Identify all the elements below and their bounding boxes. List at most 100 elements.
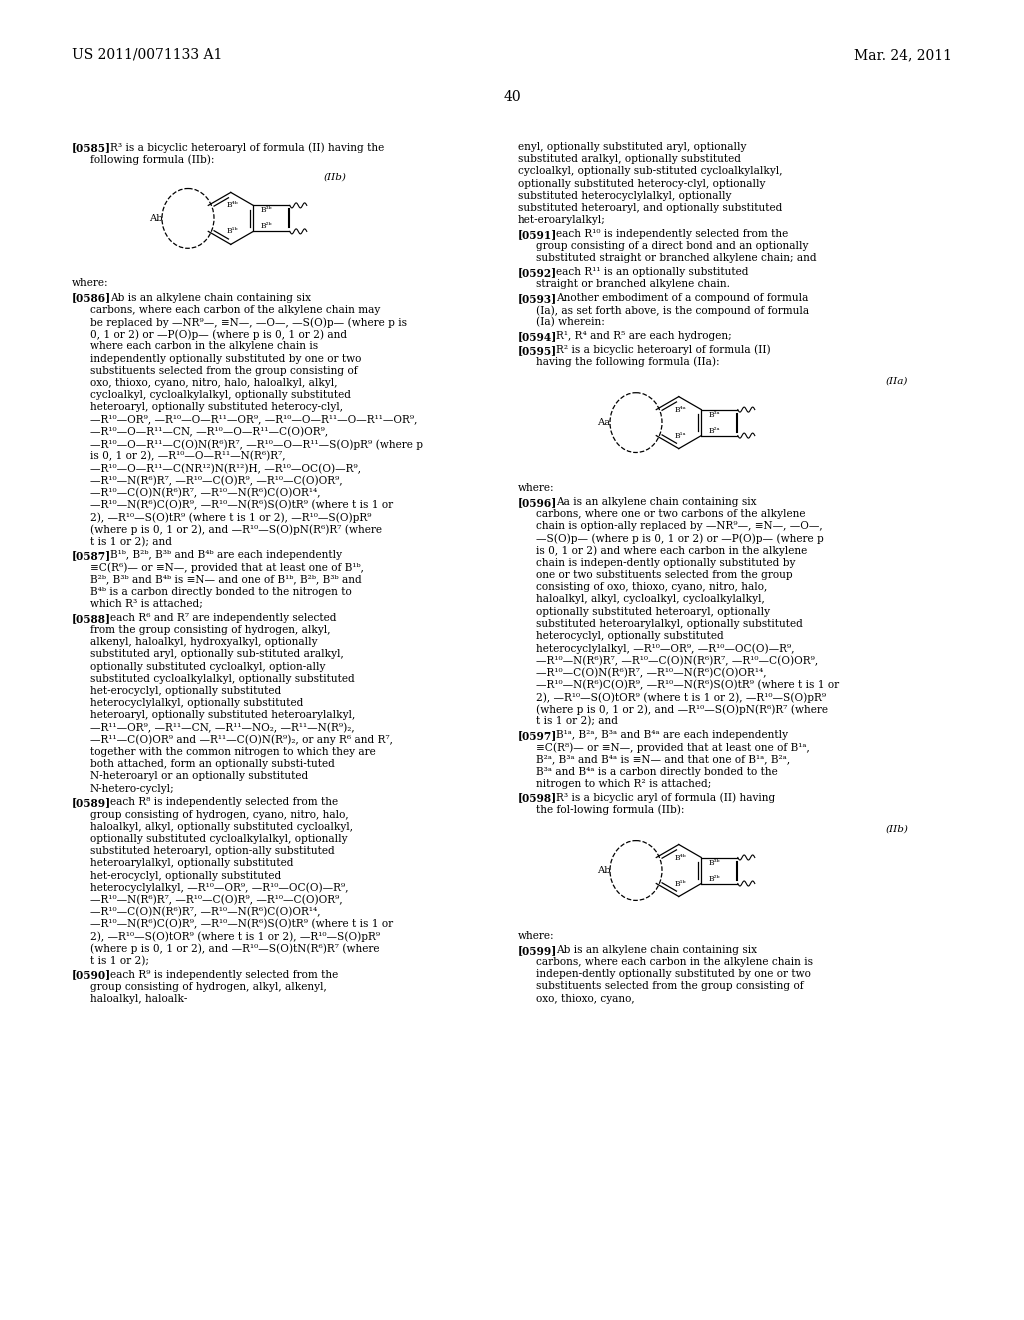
Text: substituted straight or branched alkylene chain; and: substituted straight or branched alkylen… [536, 253, 816, 263]
Text: B¹ᵇ: B¹ᵇ [675, 879, 687, 887]
Text: group consisting of hydrogen, cyano, nitro, halo,: group consisting of hydrogen, cyano, nit… [90, 809, 348, 820]
Text: alkenyl, haloalkyl, hydroxyalkyl, optionally: alkenyl, haloalkyl, hydroxyalkyl, option… [90, 638, 317, 647]
Text: carbons, where each carbon in the alkylene chain is: carbons, where each carbon in the alkyle… [536, 957, 813, 968]
Text: heteroaryl, optionally substituted heterocy­clyl,: heteroaryl, optionally substituted heter… [90, 403, 343, 412]
Text: heterocyclylalkyl, —R¹⁰—OR⁹, —R¹⁰—OC(O)—R⁹,: heterocyclylalkyl, —R¹⁰—OR⁹, —R¹⁰—OC(O)—… [90, 883, 348, 894]
Text: [0591]: [0591] [518, 228, 557, 240]
Text: be replaced by —NR⁹—, ≡N—, —O—, —S(O)p— (where p is: be replaced by —NR⁹—, ≡N—, —O—, —S(O)p— … [90, 317, 407, 327]
Text: is 0, 1 or 2), —R¹⁰—O—R¹¹—N(R⁶)R⁷,: is 0, 1 or 2), —R¹⁰—O—R¹¹—N(R⁶)R⁷, [90, 451, 286, 462]
Text: —R¹⁰—N(R⁶)R⁷, —R¹⁰—C(O)R⁹, —R¹⁰—C(O)OR⁹,: —R¹⁰—N(R⁶)R⁷, —R¹⁰—C(O)R⁹, —R¹⁰—C(O)OR⁹, [90, 895, 343, 906]
Text: —R¹⁰—O—R¹¹—C(O)N(R⁶)R⁷, —R¹⁰—O—R¹¹—S(O)pR⁹ (where p: —R¹⁰—O—R¹¹—C(O)N(R⁶)R⁷, —R¹⁰—O—R¹¹—S(O)p… [90, 440, 423, 450]
Text: oxo, thioxo, cyano,: oxo, thioxo, cyano, [536, 994, 635, 1003]
Text: (where p is 0, 1 or 2), and —R¹⁰—S(O)pN(R⁶)R⁷ (where: (where p is 0, 1 or 2), and —R¹⁰—S(O)pN(… [536, 704, 828, 714]
Text: B¹ᵃ, B²ᵃ, B³ᵃ and B⁴ᵃ are each independently: B¹ᵃ, B²ᵃ, B³ᵃ and B⁴ᵃ are each independe… [556, 730, 788, 741]
Text: heterocyclylalkyl, —R¹⁰—OR⁹, —R¹⁰—OC(O)—R⁹,: heterocyclylalkyl, —R¹⁰—OR⁹, —R¹⁰—OC(O)—… [536, 643, 795, 653]
Text: substituted heteroaryl, option­ally substituted: substituted heteroaryl, option­ally subs… [90, 846, 335, 857]
Text: where each carbon in the alkylene chain is: where each carbon in the alkylene chain … [90, 342, 318, 351]
Text: [0588]: [0588] [72, 612, 112, 624]
Text: [0594]: [0594] [518, 331, 557, 342]
Text: [0590]: [0590] [72, 970, 112, 981]
Text: het­erocyclyl, optionally substituted: het­erocyclyl, optionally substituted [90, 686, 282, 696]
Text: optionally substituted heterocy­clyl, optionally: optionally substituted heterocy­clyl, op… [518, 178, 765, 189]
Text: B²ᵇ: B²ᵇ [260, 222, 272, 231]
Text: straight or branched alkylene chain.: straight or branched alkylene chain. [536, 280, 730, 289]
Text: haloalkyl, alkyl, optionally substituted cycloalkyl,: haloalkyl, alkyl, optionally substituted… [90, 822, 353, 832]
Text: Mar. 24, 2011: Mar. 24, 2011 [854, 48, 952, 62]
Text: —R¹⁰—N(R⁶)R⁷, —R¹⁰—C(O)N(R⁶)R⁷, —R¹⁰—C(O)OR⁹,: —R¹⁰—N(R⁶)R⁷, —R¹⁰—C(O)N(R⁶)R⁷, —R¹⁰—C(O… [536, 656, 818, 665]
Text: [0586]: [0586] [72, 293, 112, 304]
Text: 2), —R¹⁰—S(O)tOR⁹ (where t is 1 or 2), —R¹⁰—S(O)pR⁹: 2), —R¹⁰—S(O)tOR⁹ (where t is 1 or 2), —… [90, 932, 380, 942]
Text: cycloalkyl, optionally sub­stituted cycloalkylalkyl,: cycloalkyl, optionally sub­stituted cycl… [518, 166, 782, 177]
Text: chain is option­ally replaced by —NR⁹—, ≡N—, —O—,: chain is option­ally replaced by —NR⁹—, … [536, 521, 822, 531]
Text: one or two substituents selected from the group: one or two substituents selected from th… [536, 570, 793, 579]
Text: B⁴ᵇ: B⁴ᵇ [675, 854, 687, 862]
Text: Another embodiment of a compound of formula: Another embodiment of a compound of form… [556, 293, 808, 302]
Text: where:: where: [518, 931, 555, 941]
Text: Ab is an alkylene chain containing six: Ab is an alkylene chain containing six [110, 293, 311, 302]
Text: —S(O)p— (where p is 0, 1 or 2) or —P(O)p— (where p: —S(O)p— (where p is 0, 1 or 2) or —P(O)p… [536, 533, 823, 544]
Text: carbons, where one or two carbons of the alkylene: carbons, where one or two carbons of the… [536, 510, 806, 519]
Text: where:: where: [518, 483, 555, 492]
Text: t is 1 or 2);: t is 1 or 2); [90, 956, 148, 966]
Text: substituents selected from the group consisting of: substituents selected from the group con… [536, 981, 804, 991]
Text: each R¹¹ is an optionally substituted: each R¹¹ is an optionally substituted [556, 267, 749, 277]
Text: (IIa): (IIa) [886, 376, 908, 385]
Text: —R¹⁰—N(R⁶)C(O)R⁹, —R¹⁰—N(R⁶)S(O)tR⁹ (where t is 1 or: —R¹⁰—N(R⁶)C(O)R⁹, —R¹⁰—N(R⁶)S(O)tR⁹ (whe… [90, 500, 393, 511]
Text: carbons, where each carbon of the alkylene chain may: carbons, where each carbon of the alkyle… [90, 305, 380, 314]
Text: substituents selected from the group consisting of: substituents selected from the group con… [90, 366, 357, 376]
Text: consisting of oxo, thioxo, cyano, nitro, halo,: consisting of oxo, thioxo, cyano, nitro,… [536, 582, 767, 593]
Text: (Ia), as set forth above, is the compound of formula: (Ia), as set forth above, is the compoun… [536, 305, 809, 315]
Text: (where p is 0, 1 or 2), and —R¹⁰—S(O)pN(R⁶)R⁷ (where: (where p is 0, 1 or 2), and —R¹⁰—S(O)pN(… [90, 524, 382, 535]
Text: cycloalkyl, cycloalkylalkyl, optionally substituted: cycloalkyl, cycloalkylalkyl, optionally … [90, 391, 351, 400]
Text: —R¹⁰—OR⁹, —R¹⁰—O—R¹¹—OR⁹, —R¹⁰—O—R¹¹—O—R¹¹—OR⁹,: —R¹⁰—OR⁹, —R¹⁰—O—R¹¹—OR⁹, —R¹⁰—O—R¹¹—O—R… [90, 414, 418, 425]
Text: (IIb): (IIb) [885, 825, 908, 833]
Text: oxo, thioxo, cyano, nitro, halo, haloalkyl, alkyl,: oxo, thioxo, cyano, nitro, halo, haloalk… [90, 378, 338, 388]
Text: each R⁸ is independently selected from the: each R⁸ is independently selected from t… [110, 797, 338, 808]
Text: [0597]: [0597] [518, 730, 557, 741]
Text: Ab: Ab [597, 866, 610, 875]
Text: 2), —R¹⁰—S(O)tOR⁹ (where t is 1 or 2), —R¹⁰—S(O)pR⁹: 2), —R¹⁰—S(O)tOR⁹ (where t is 1 or 2), —… [536, 692, 826, 702]
Text: [0593]: [0593] [518, 293, 557, 304]
Text: substituted aralkyl, optionally substituted: substituted aralkyl, optionally substitu… [518, 154, 741, 164]
Text: (IIb): (IIb) [324, 173, 347, 181]
Text: B¹ᵃ: B¹ᵃ [675, 432, 687, 440]
Text: R² is a bicyclic heteroaryl of formula (II): R² is a bicyclic heteroaryl of formula (… [556, 345, 771, 355]
Text: B¹ᵇ: B¹ᵇ [227, 227, 239, 235]
Text: which R³ is attached;: which R³ is attached; [90, 599, 203, 609]
Text: —R¹¹—OR⁹, —R¹¹—CN, —R¹¹—NO₂, —R¹¹—N(R⁹)₂,: —R¹¹—OR⁹, —R¹¹—CN, —R¹¹—NO₂, —R¹¹—N(R⁹)₂… [90, 722, 354, 733]
Text: substituted aryl, optionally sub­stituted aralkyl,: substituted aryl, optionally sub­stitute… [90, 649, 344, 660]
Text: heteroaryl, optionally substituted heteroarylalkyl,: heteroaryl, optionally substituted heter… [90, 710, 355, 721]
Text: 40: 40 [503, 90, 521, 104]
Text: 2), —R¹⁰—S(O)tR⁹ (where t is 1 or 2), —R¹⁰—S(O)pR⁹: 2), —R¹⁰—S(O)tR⁹ (where t is 1 or 2), —R… [90, 512, 372, 523]
Text: [0592]: [0592] [518, 267, 557, 279]
Text: the fol­lowing formula (IIb):: the fol­lowing formula (IIb): [536, 805, 684, 816]
Text: heterocyclylalkyl, optionally substituted: heterocyclylalkyl, optionally substitute… [90, 698, 303, 709]
Text: each R⁶ and R⁷ are independently selected: each R⁶ and R⁷ are independently selecte… [110, 612, 337, 623]
Text: B⁴ᵃ: B⁴ᵃ [675, 405, 687, 413]
Text: —R¹⁰—C(O)N(R⁶)R⁷, —R¹⁰—N(R⁶)C(O)OR¹⁴,: —R¹⁰—C(O)N(R⁶)R⁷, —R¹⁰—N(R⁶)C(O)OR¹⁴, [90, 907, 321, 917]
Text: —R¹⁰—N(R⁶)C(O)R⁹, —R¹⁰—N(R⁶)S(O)tR⁹ (where t is 1 or: —R¹⁰—N(R⁶)C(O)R⁹, —R¹⁰—N(R⁶)S(O)tR⁹ (whe… [90, 919, 393, 929]
Text: ≡C(R⁶)— or ≡N—, provided that at least one of B¹ᵇ,: ≡C(R⁶)— or ≡N—, provided that at least o… [90, 562, 364, 573]
Text: R³ is a bicyclic aryl of formula (II) having: R³ is a bicyclic aryl of formula (II) ha… [556, 792, 775, 803]
Text: [0598]: [0598] [518, 792, 557, 804]
Text: where:: where: [72, 279, 109, 288]
Text: B²ᵇ: B²ᵇ [709, 875, 720, 883]
Text: —R¹⁰—C(O)N(R⁶)R⁷, —R¹⁰—N(R⁶)C(O)OR¹⁴,: —R¹⁰—C(O)N(R⁶)R⁷, —R¹⁰—N(R⁶)C(O)OR¹⁴, [90, 488, 321, 498]
Text: following formula (IIb):: following formula (IIb): [90, 154, 214, 165]
Text: having the following formula (IIa):: having the following formula (IIa): [536, 356, 720, 367]
Text: indepen­dently optionally substituted by one or two: indepen­dently optionally substituted by… [536, 969, 811, 979]
Text: B⁴ᵇ: B⁴ᵇ [227, 202, 239, 210]
Text: [0599]: [0599] [518, 945, 557, 956]
Text: R³ is a bicyclic heteroaryl of formula (II) having the: R³ is a bicyclic heteroaryl of formula (… [110, 143, 384, 153]
Text: group consisting of hydrogen, alkyl, alkenyl,: group consisting of hydrogen, alkyl, alk… [90, 982, 327, 991]
Text: each R¹⁰ is independently selected from the: each R¹⁰ is independently selected from … [556, 228, 788, 239]
Text: optionally substituted cycloalkyl, option­ally: optionally substituted cycloalkyl, optio… [90, 661, 326, 672]
Text: (Ia) wherein:: (Ia) wherein: [536, 317, 605, 327]
Text: Aa: Aa [597, 418, 610, 428]
Text: N-heteroaryl or an optionally substituted: N-heteroaryl or an optionally substitute… [90, 771, 308, 781]
Text: together with the common nitrogen to which they are: together with the common nitrogen to whi… [90, 747, 376, 756]
Text: heterocyclyl, optionally substituted: heterocyclyl, optionally substituted [536, 631, 724, 642]
Text: —R¹⁰—N(R⁶)C(O)R⁹, —R¹⁰—N(R⁶)S(O)tR⁹ (where t is 1 or: —R¹⁰—N(R⁶)C(O)R⁹, —R¹⁰—N(R⁶)S(O)tR⁹ (whe… [536, 680, 839, 690]
Text: ≡C(R⁸)— or ≡N—, provided that at least one of B¹ᵃ,: ≡C(R⁸)— or ≡N—, provided that at least o… [536, 742, 810, 752]
Text: optionally substituted cycloalkylalkyl, optionally: optionally substituted cycloalkylalkyl, … [90, 834, 347, 843]
